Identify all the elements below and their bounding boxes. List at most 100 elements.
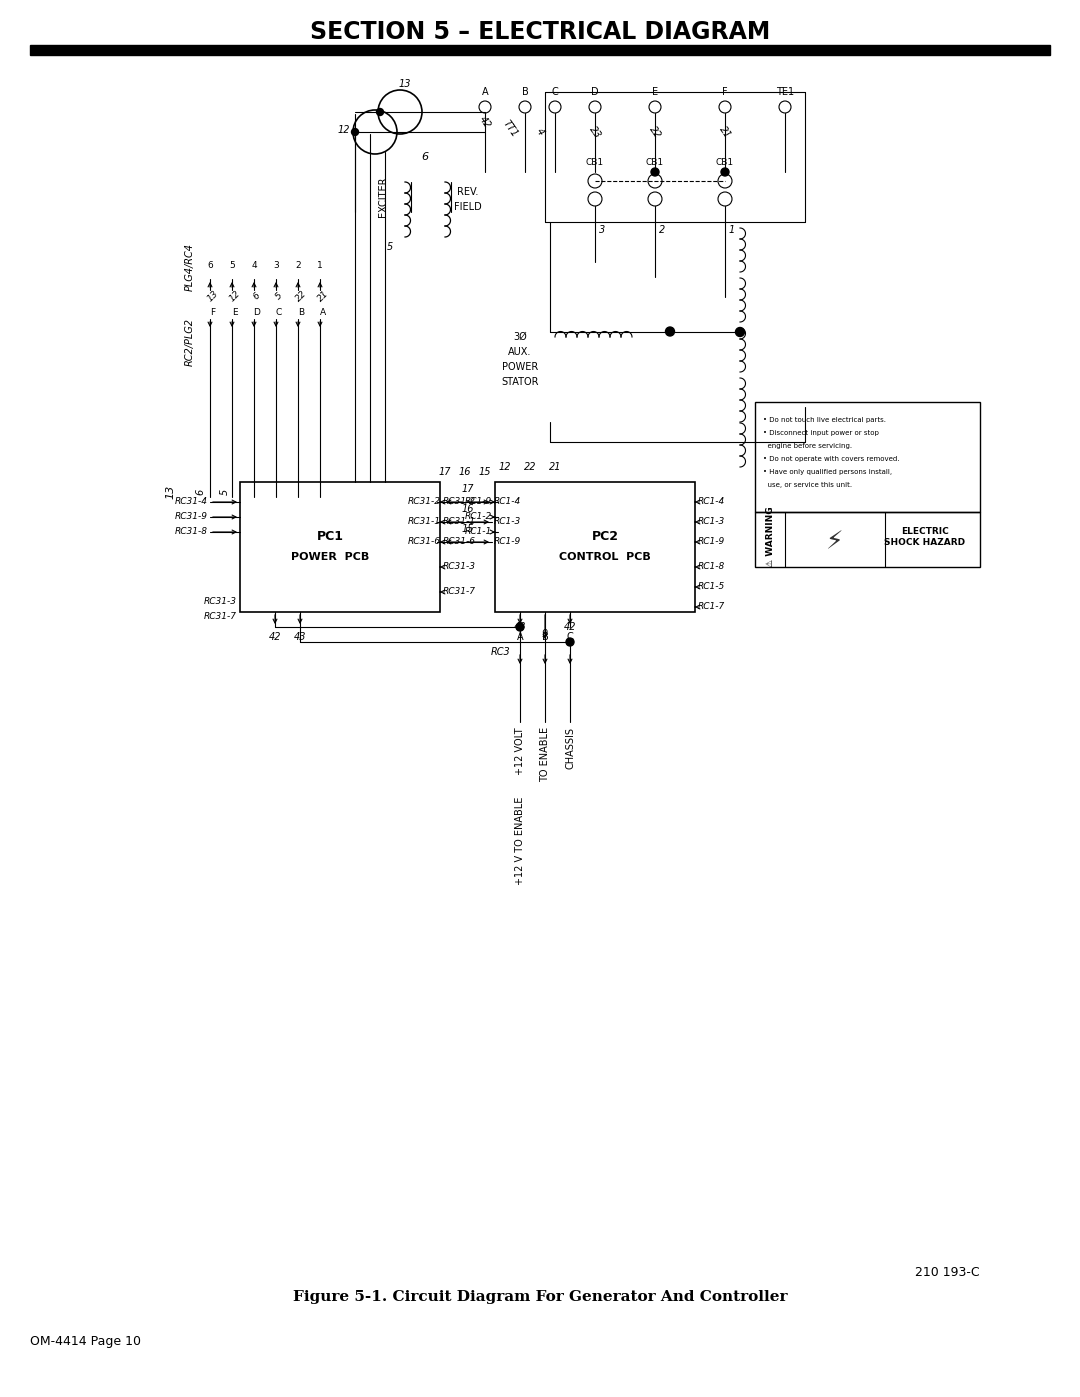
Text: +12 V TO ENABLE: +12 V TO ENABLE: [515, 798, 525, 886]
Text: 13: 13: [165, 485, 175, 499]
Text: 6: 6: [195, 489, 205, 495]
Text: A: A: [320, 307, 326, 317]
Text: +12 VOLT: +12 VOLT: [515, 726, 525, 774]
Text: ELECTRIC
SHOCK HAZARD: ELECTRIC SHOCK HAZARD: [885, 527, 966, 546]
Text: • Disconnect input power or stop: • Disconnect input power or stop: [762, 430, 879, 436]
Text: 3Ø: 3Ø: [513, 332, 527, 342]
Text: C: C: [567, 631, 573, 643]
Text: 5: 5: [229, 261, 234, 270]
Text: 5: 5: [274, 292, 284, 302]
Text: 21: 21: [315, 289, 330, 303]
Text: RC1-2: RC1-2: [464, 513, 492, 521]
Text: TT1: TT1: [501, 119, 519, 140]
Text: 15: 15: [462, 524, 474, 534]
Circle shape: [735, 327, 744, 337]
Text: POWER  PCB: POWER PCB: [291, 552, 369, 562]
Text: EXCITER: EXCITER: [378, 177, 388, 218]
Text: AUX.: AUX.: [509, 346, 531, 358]
Text: 43: 43: [294, 631, 307, 643]
Text: RC31-1: RC31-1: [443, 517, 476, 527]
Text: RC1-9: RC1-9: [698, 538, 726, 546]
Text: 22: 22: [647, 124, 663, 140]
Text: STATOR: STATOR: [501, 377, 539, 387]
Text: • Have only qualified persons install,: • Have only qualified persons install,: [762, 469, 892, 475]
Text: FIELD: FIELD: [454, 203, 482, 212]
Text: • Do not touch live electrical parts.: • Do not touch live electrical parts.: [762, 416, 886, 423]
Text: CB1: CB1: [646, 158, 664, 168]
Text: RC1-4: RC1-4: [698, 497, 726, 507]
Text: CHASSIS: CHASSIS: [565, 726, 575, 768]
Text: RC3: RC3: [490, 647, 510, 657]
Text: D: D: [254, 307, 260, 317]
Text: 5: 5: [387, 242, 393, 251]
Bar: [30, 45, 1050, 54]
Text: TO ENABLE: TO ENABLE: [540, 726, 550, 782]
Circle shape: [516, 623, 524, 631]
Text: PC1: PC1: [316, 531, 343, 543]
Text: • Do not operate with covers removed.: • Do not operate with covers removed.: [762, 455, 900, 462]
Text: Figure 5-1. Circuit Diagram For Generator And Controller: Figure 5-1. Circuit Diagram For Generato…: [293, 1289, 787, 1303]
Text: RC31-7: RC31-7: [204, 612, 237, 622]
Text: RC2/PLG2: RC2/PLG2: [185, 319, 195, 366]
Text: 17: 17: [462, 483, 474, 495]
Circle shape: [651, 168, 659, 176]
Text: 43: 43: [514, 622, 526, 631]
Text: RC1-8: RC1-8: [698, 563, 726, 571]
Text: B: B: [522, 87, 528, 96]
Text: RC1-9: RC1-9: [494, 538, 522, 546]
Text: 22: 22: [524, 462, 537, 472]
Circle shape: [377, 109, 383, 116]
Text: 3: 3: [273, 261, 279, 270]
Text: 16: 16: [462, 504, 474, 514]
Text: RC31-7: RC31-7: [443, 588, 476, 597]
Text: 6: 6: [421, 152, 429, 162]
Text: 13: 13: [399, 80, 411, 89]
Text: use, or service this unit.: use, or service this unit.: [762, 482, 852, 488]
Bar: [240, 482, 440, 612]
Text: 3: 3: [599, 225, 605, 235]
Text: E: E: [232, 307, 238, 317]
Text: 12: 12: [228, 289, 242, 303]
Text: 1: 1: [729, 225, 735, 235]
Text: 21: 21: [549, 462, 562, 472]
Circle shape: [566, 638, 573, 645]
Text: RC31-6: RC31-6: [443, 538, 476, 546]
Text: RC31-4: RC31-4: [175, 497, 208, 507]
Text: 42: 42: [477, 115, 492, 130]
Text: C: C: [275, 307, 282, 317]
Text: REV.: REV.: [457, 187, 478, 197]
Text: 4: 4: [252, 261, 257, 270]
Bar: [755, 402, 980, 511]
Text: 22: 22: [294, 289, 308, 303]
Text: RC1-5: RC1-5: [698, 583, 726, 591]
Bar: [495, 482, 696, 612]
Text: 210 193-C: 210 193-C: [916, 1266, 980, 1278]
Text: OM-4414 Page 10: OM-4414 Page 10: [30, 1336, 141, 1348]
Text: SECTION 5 – ELECTRICAL DIAGRAM: SECTION 5 – ELECTRICAL DIAGRAM: [310, 20, 770, 43]
Text: RC31-6: RC31-6: [408, 538, 441, 546]
Text: CB1: CB1: [586, 158, 604, 168]
Circle shape: [721, 168, 729, 176]
Text: C: C: [552, 87, 558, 96]
Text: RC1-3: RC1-3: [698, 517, 726, 527]
Text: RC31-8: RC31-8: [175, 528, 208, 536]
Text: A: A: [482, 87, 488, 96]
Text: ⚡: ⚡: [826, 529, 843, 555]
Circle shape: [665, 327, 675, 337]
Text: RC1-7: RC1-7: [698, 602, 726, 612]
Text: E: E: [652, 87, 658, 96]
Text: RC1-9: RC1-9: [464, 497, 492, 507]
Text: 2: 2: [295, 261, 301, 270]
Text: RC31-9: RC31-9: [175, 513, 208, 521]
Text: 16: 16: [459, 467, 471, 476]
Circle shape: [351, 129, 359, 136]
Text: F: F: [723, 87, 728, 96]
Text: 2: 2: [659, 225, 665, 235]
Text: RC31-2: RC31-2: [443, 497, 476, 507]
Text: 42: 42: [269, 631, 281, 643]
Text: PC2: PC2: [592, 531, 619, 543]
Text: B: B: [298, 307, 305, 317]
Text: F: F: [211, 307, 216, 317]
Text: CONTROL  PCB: CONTROL PCB: [559, 552, 651, 562]
Text: ⚠ WARNING: ⚠ WARNING: [766, 507, 774, 567]
